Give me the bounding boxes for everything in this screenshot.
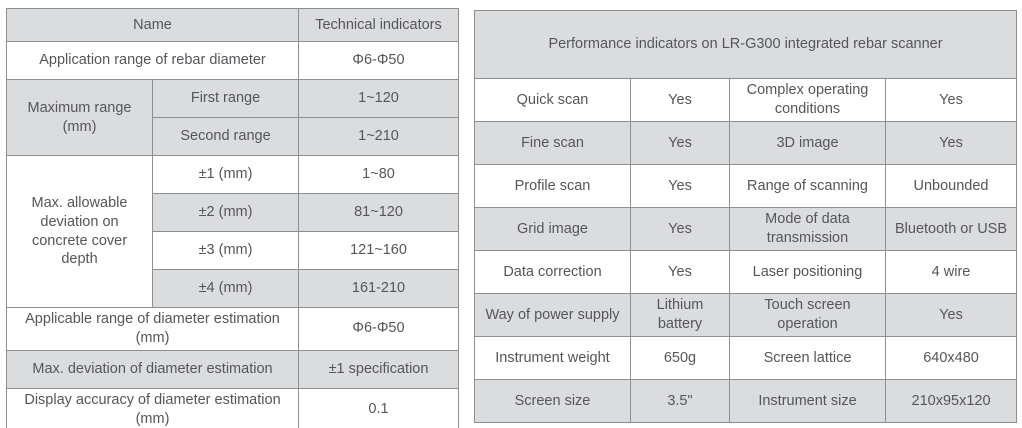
- technical-indicators-table: Name Technical indicators Application ra…: [6, 8, 459, 428]
- row-applicable-range-estimation-value: Φ6-Φ50: [298, 307, 459, 351]
- row-grid-image-label: Grid image: [474, 207, 631, 251]
- row-deviation-3-label: ±3 (mm): [152, 231, 299, 270]
- row-deviation-1-label: ±1 (mm): [152, 155, 299, 194]
- right-table-title: Performance indicators on LR-G300 integr…: [473, 10, 1018, 79]
- row-touch-screen-label: Touch screen operation: [729, 293, 886, 337]
- row-3d-image-value: Yes: [884, 121, 1018, 165]
- row-profile-scan-label: Profile scan: [474, 164, 631, 208]
- row-application-range-label: Application range of rebar diameter: [6, 41, 299, 80]
- group-maximum-range-label: Maximum range (mm): [6, 79, 153, 156]
- row-deviation-2-value: 81~120: [298, 193, 459, 232]
- row-range-of-scanning-value: Unbounded: [884, 164, 1018, 208]
- row-power-supply-label: Way of power supply: [474, 293, 631, 337]
- row-display-accuracy-label: Display accuracy of diameter estimation …: [6, 387, 299, 428]
- row-profile-scan-value: Yes: [630, 164, 730, 208]
- row-deviation-2-label: ±2 (mm): [152, 193, 299, 232]
- row-fine-scan-label: Fine scan: [474, 121, 631, 165]
- row-data-transmission-value: Bluetooth or USB: [884, 207, 1018, 251]
- row-max-deviation-estimation-value: ±1 specification: [298, 349, 459, 389]
- row-deviation-3-value: 121~160: [298, 231, 459, 270]
- row-screen-lattice-label: Screen lattice: [729, 336, 886, 380]
- row-instrument-size-label: Instrument size: [729, 379, 886, 423]
- performance-indicators-table: Performance indicators on LR-G300 integr…: [473, 10, 1018, 423]
- row-deviation-4-label: ±4 (mm): [152, 269, 299, 308]
- row-complex-conditions-label: Complex operating conditions: [729, 78, 886, 122]
- row-max-deviation-estimation-label: Max. deviation of diameter estimation: [6, 349, 299, 389]
- row-power-supply-value: Lithium battery: [630, 293, 730, 337]
- row-screen-size-label: Screen size: [474, 379, 631, 423]
- row-display-accuracy-value: 0.1: [298, 387, 459, 428]
- row-first-range-label: First range: [152, 79, 299, 118]
- row-screen-lattice-value: 640x480: [884, 336, 1018, 380]
- row-first-range-value: 1~120: [298, 79, 459, 118]
- row-3d-image-label: 3D image: [729, 121, 886, 165]
- row-applicable-range-estimation-label: Applicable range of diameter estimation …: [6, 307, 299, 351]
- row-laser-positioning-label: Laser positioning: [729, 250, 886, 294]
- row-instrument-size-value: 210x95x120: [884, 379, 1018, 423]
- left-header-technical-indicators: Technical indicators: [298, 8, 459, 42]
- row-complex-conditions-value: Yes: [884, 78, 1018, 122]
- row-grid-image-value: Yes: [630, 207, 730, 251]
- row-instrument-weight-value: 650g: [630, 336, 730, 380]
- row-data-correction-label: Data correction: [474, 250, 631, 294]
- row-data-transmission-label: Mode of data transmission: [729, 207, 886, 251]
- row-laser-positioning-value: 4 wire: [884, 250, 1018, 294]
- row-range-of-scanning-label: Range of scanning: [729, 164, 886, 208]
- row-second-range-value: 1~210: [298, 117, 459, 156]
- row-screen-size-value: 3.5": [630, 379, 730, 423]
- row-second-range-label: Second range: [152, 117, 299, 156]
- row-deviation-4-value: 161-210: [298, 269, 459, 308]
- row-fine-scan-value: Yes: [630, 121, 730, 165]
- row-quick-scan-label: Quick scan: [474, 78, 631, 122]
- row-quick-scan-value: Yes: [630, 78, 730, 122]
- row-application-range-value: Φ6-Φ50: [298, 41, 459, 80]
- left-header-name: Name: [6, 8, 299, 42]
- row-deviation-1-value: 1~80: [298, 155, 459, 194]
- row-data-correction-value: Yes: [630, 250, 730, 294]
- group-max-allowable-deviation-label: Max. allowable deviation on concrete cov…: [6, 155, 153, 308]
- row-touch-screen-value: Yes: [884, 293, 1018, 337]
- row-instrument-weight-label: Instrument weight: [474, 336, 631, 380]
